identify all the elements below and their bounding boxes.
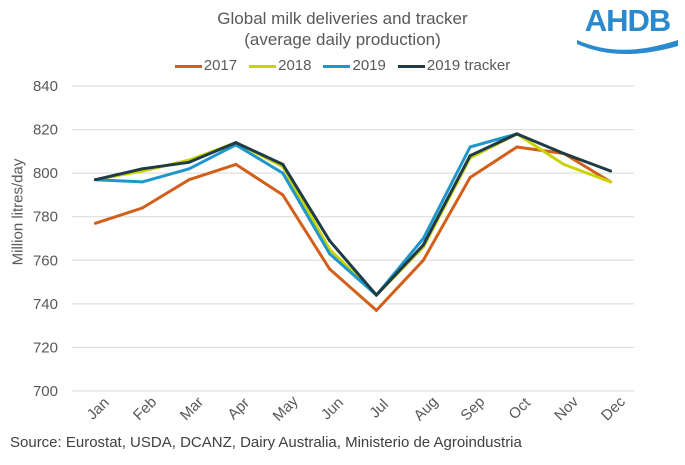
legend: 2017 2018 2019 2019 tracker [0, 57, 685, 75]
y-tick-label: 800 [33, 165, 58, 182]
data-point [140, 206, 144, 210]
data-point [328, 267, 332, 271]
chart-title: Global milk deliveries and tracker (aver… [0, 8, 685, 50]
data-point [421, 237, 425, 240]
data-point [187, 167, 191, 171]
data-point [187, 160, 191, 164]
x-tick-label: Jun [318, 394, 347, 423]
data-point [93, 178, 97, 182]
data-point [93, 221, 97, 225]
x-tick-label: May [270, 392, 302, 424]
x-tick-label: Sep [457, 393, 488, 424]
y-tick-label: 700 [33, 383, 58, 400]
data-point [609, 180, 613, 184]
data-point [374, 293, 378, 297]
data-point [140, 180, 144, 184]
data-point [562, 152, 566, 156]
y-tick-label: 840 [33, 78, 58, 95]
ahdb-logo: AHDB [575, 3, 680, 55]
legend-label: 2017 [203, 57, 238, 74]
data-point [234, 141, 238, 145]
data-point [421, 258, 425, 262]
data-point [515, 132, 519, 136]
data-point [609, 169, 613, 173]
legend-swatch [397, 64, 425, 68]
chart-title-line-1: Global milk deliveries and tracker [217, 9, 468, 28]
data-point [468, 154, 472, 158]
data-point [281, 171, 285, 175]
y-tick-label: 820 [33, 122, 58, 139]
data-point [374, 308, 378, 312]
legend-swatch [249, 64, 277, 68]
legend-label: 2019 [352, 57, 386, 74]
legend-item: 2018 [249, 57, 311, 75]
legend-swatch [323, 64, 351, 68]
x-tick-label: Dec [598, 393, 629, 424]
series-line-2018 [95, 132, 612, 297]
x-tick-label: Jan [84, 394, 113, 423]
legend-item: 2019 [323, 57, 386, 75]
x-tick-label: Mar [177, 394, 207, 424]
x-tick-label: Oct [505, 394, 534, 423]
y-tick-label: 740 [33, 296, 58, 313]
legend-item: 2017 [174, 57, 238, 75]
source-note: Source: Eurostat, USDA, DCANZ, Dairy Aus… [10, 434, 522, 451]
data-point [468, 176, 472, 179]
series-line-2019-tracker [95, 132, 612, 297]
y-tick-label: 720 [33, 339, 58, 356]
logo-text: AHDB [584, 3, 672, 38]
data-point [187, 178, 191, 182]
x-tick-label: Jul [366, 396, 392, 422]
data-point [328, 239, 332, 243]
x-tick-label: Apr [224, 395, 253, 424]
data-point [328, 252, 332, 256]
wave-icon [577, 40, 678, 55]
data-point [515, 145, 519, 149]
legend-label: 2018 [278, 57, 312, 74]
x-tick-label: Feb [130, 394, 160, 424]
legend-swatch [174, 64, 202, 68]
data-point [468, 145, 472, 149]
x-tick-label: Nov [551, 393, 582, 424]
legend-label: 2019 tracker [426, 57, 511, 74]
series-line-2017 [94, 145, 612, 312]
y-tick-label: 780 [33, 209, 58, 226]
y-tick-label: 760 [33, 252, 58, 269]
data-point [562, 162, 566, 166]
chart-title-line-2: (average daily production) [244, 30, 441, 49]
data-point [281, 162, 285, 166]
data-point [421, 243, 425, 247]
legend-item: 2019 tracker [397, 57, 511, 75]
data-point [234, 162, 238, 166]
x-tick-label: Aug [411, 393, 442, 424]
series-line-2019 [95, 132, 518, 297]
data-point [281, 193, 285, 197]
data-point [140, 167, 144, 171]
